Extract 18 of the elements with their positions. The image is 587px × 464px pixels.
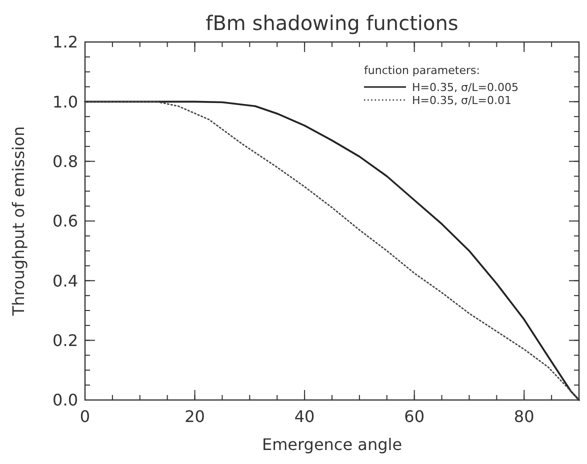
x-tick-label: 40: [294, 407, 315, 426]
x-axis-title: Emergence angle: [262, 435, 402, 454]
legend-label: H=0.35, σ/L=0.01: [412, 94, 512, 107]
y-tick-label: 0.2: [52, 330, 78, 350]
x-tick-label: 80: [514, 407, 534, 426]
y-tick-label: 0.8: [52, 152, 78, 171]
y-tick-label: 0.0: [52, 390, 78, 410]
y-axis-title: Throughput of emission: [9, 126, 28, 317]
chart-title: fBm shadowing functions: [206, 11, 458, 35]
y-tick-label: 1.0: [52, 92, 78, 112]
y-tick-label: 0.4: [52, 271, 78, 290]
y-tick-label: 0.6: [52, 212, 78, 231]
x-tick-label: 20: [184, 407, 205, 426]
legend-title: function parameters:: [364, 64, 480, 77]
legend-label: H=0.35, σ/L=0.005: [412, 80, 518, 94]
y-tick-label: 1.2: [52, 32, 78, 52]
x-tick-label: 0: [80, 407, 90, 426]
x-tick-label: 60: [404, 407, 425, 426]
